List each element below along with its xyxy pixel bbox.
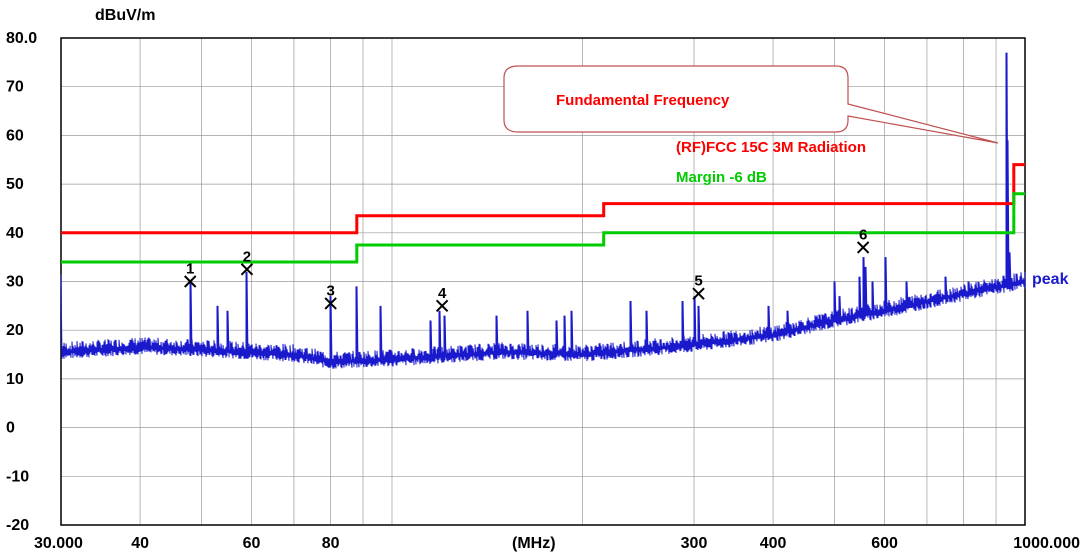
series-layer (60, 52, 1026, 369)
x-tick-label: 400 (760, 535, 787, 552)
legend-peak-trace: peak (1032, 271, 1069, 288)
y-axis-unit: dBuV/m (95, 7, 155, 24)
legend-limit-line: (RF)FCC 15C 3M Radiation (676, 139, 866, 156)
x-tick-label: 300 (681, 535, 708, 552)
x-axis-unit: (MHz) (512, 535, 556, 552)
marker-cross (856, 241, 870, 254)
callout-shape (503, 65, 999, 144)
marker-cross (324, 297, 337, 310)
annotation-callout: Fundamental Frequency (503, 65, 999, 144)
x-tick-label: 80 (322, 535, 340, 552)
y-tick-label: 10 (6, 371, 24, 388)
y-tick-label: 20 (6, 322, 24, 339)
marker-label: 6 (859, 226, 867, 243)
x-tick-label: 40 (131, 535, 149, 552)
markers-layer: 1 2 3 4 5 6 (184, 226, 870, 313)
x-tick-label: 30.000 (34, 535, 83, 552)
callout-text: Fundamental Frequency (556, 92, 730, 109)
y-tick-label: 0 (6, 420, 15, 437)
y-tick-label: -10 (6, 468, 29, 485)
x-axis-tick-labels: 30.000 40 60 80 300 400 600 1000.000 (34, 535, 1080, 552)
y-tick-label: -20 (6, 517, 29, 534)
marker-cross (435, 299, 449, 313)
x-tick-label: 1000.000 (1013, 535, 1080, 552)
y-tick-label: 60 (6, 127, 24, 144)
peak-trace (60, 52, 1026, 369)
legend-margin-line: Margin -6 dB (676, 169, 767, 186)
y-tick-label: 40 (6, 225, 24, 242)
y-tick-label: 50 (6, 176, 24, 193)
y-axis-tick-labels: 80.0 70 60 50 40 30 20 10 0 -10 -20 (6, 30, 37, 534)
y-tick-label: 80.0 (6, 30, 37, 47)
marker-label: 4 (438, 285, 447, 302)
y-tick-label: 30 (6, 274, 24, 291)
marker-cross (184, 275, 197, 288)
marker-label: 3 (326, 282, 334, 299)
limit-line (61, 163, 1025, 235)
marker-cross (692, 287, 705, 300)
margin-line (61, 192, 1025, 264)
x-tick-label: 600 (871, 535, 898, 552)
marker-label: 2 (243, 248, 251, 265)
x-tick-label: 60 (243, 535, 261, 552)
marker-label: 5 (694, 273, 702, 290)
marker-cross (240, 263, 254, 276)
marker-label: 1 (186, 261, 194, 278)
y-tick-label: 70 (6, 79, 24, 96)
